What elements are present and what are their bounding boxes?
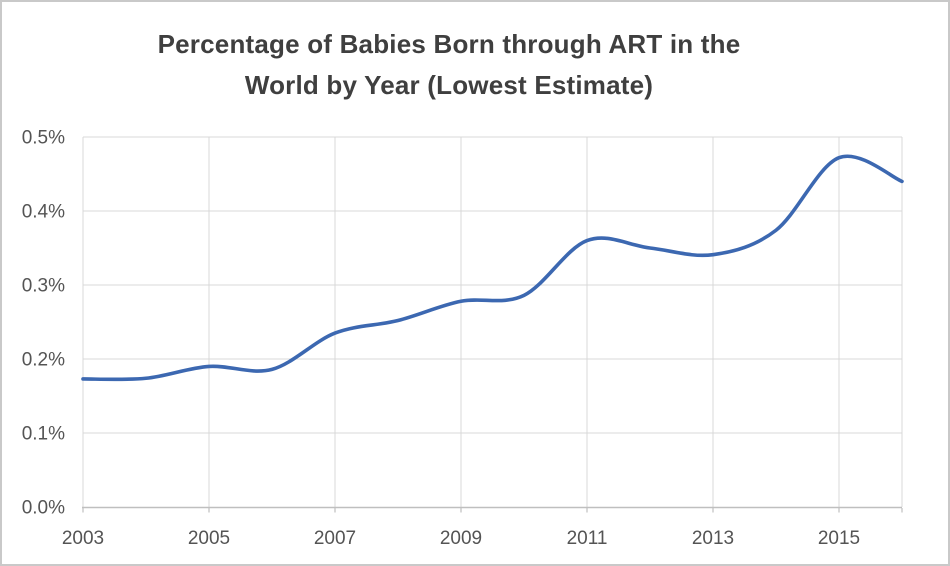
y-axis-tick-label: 0.1% <box>22 424 65 445</box>
x-axis-tick-label: 2007 <box>314 528 356 549</box>
x-axis-tick-label: 2013 <box>692 528 734 549</box>
x-axis-tick-label: 2005 <box>188 528 230 549</box>
y-axis-tick-label: 0.4% <box>22 202 65 223</box>
chart-title-line-1: Percentage of Babies Born through ART in… <box>157 29 741 59</box>
y-axis-tick-label: 0.0% <box>22 498 65 519</box>
x-axis-tick-label: 2003 <box>62 528 104 549</box>
y-axis-tick-label: 0.2% <box>22 350 65 371</box>
y-axis-tick-label: 0.5% <box>22 128 65 149</box>
data-series-line <box>81 154 904 382</box>
x-axis-tick-label: 2009 <box>440 528 482 549</box>
y-axis-tick-label: 0.3% <box>22 276 65 297</box>
x-axis-tick-label: 2015 <box>818 528 860 549</box>
x-axis-tick-label: 2011 <box>567 528 608 549</box>
chart-title: Percentage of Babies Born through ART in… <box>2 24 896 106</box>
chart-title-line-2: World by Year (Lowest Estimate) <box>244 70 654 100</box>
